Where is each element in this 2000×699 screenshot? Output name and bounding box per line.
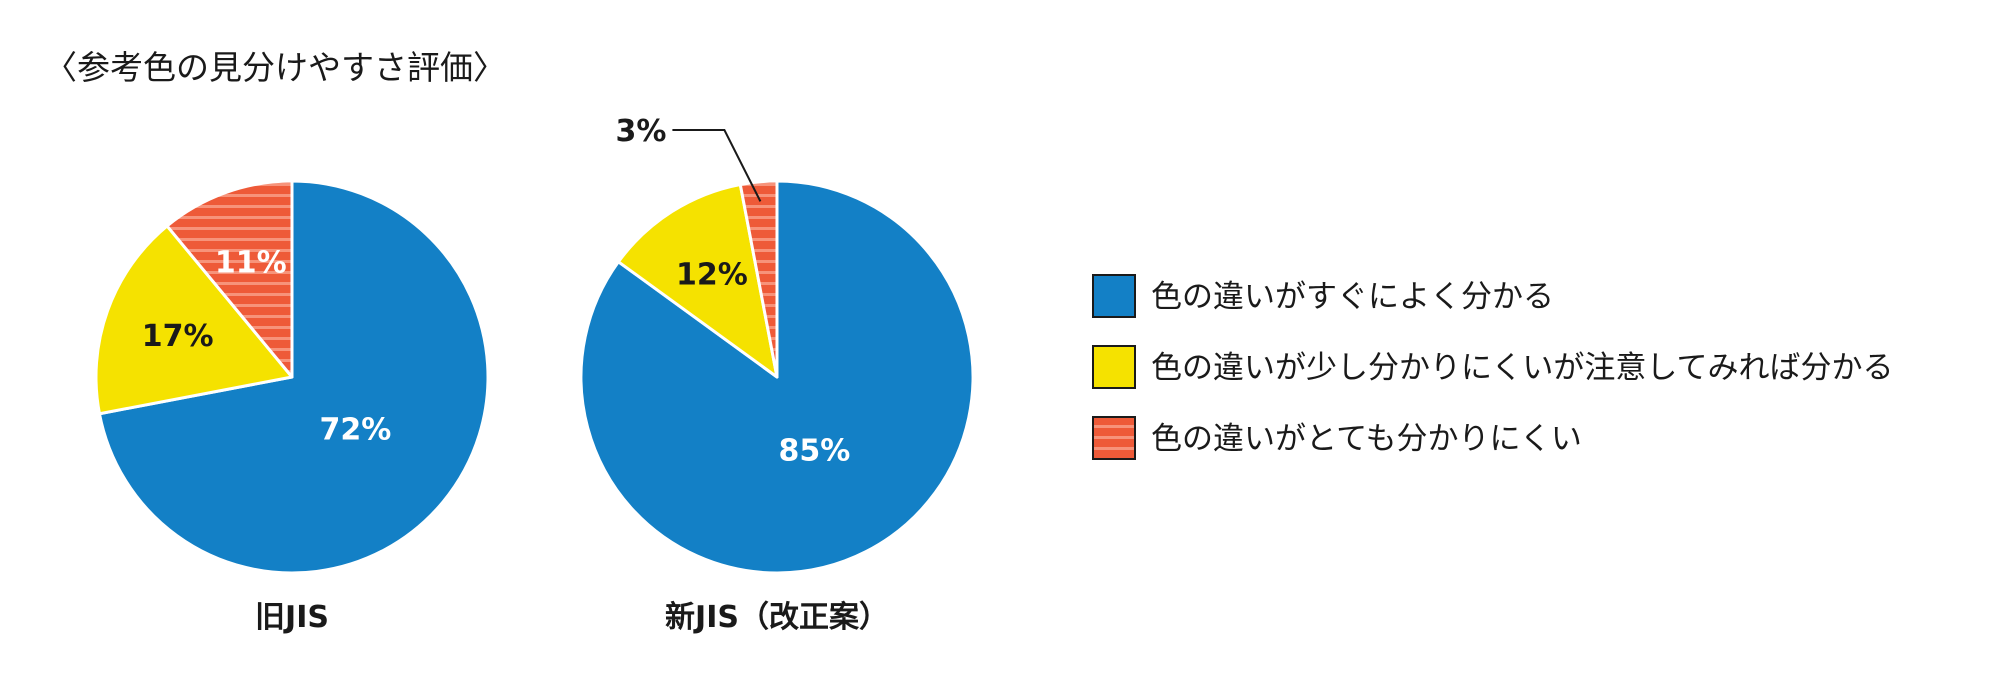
chart-caption: 旧JIS [255,600,329,635]
legend-label: 色の違いがすぐによく分かる [1151,279,1554,315]
pie-slice [97,179,490,575]
legend-swatch [1092,416,1136,460]
pie-slice [94,224,294,416]
legend-item: 色の違いがすぐによく分かる [1092,274,1554,318]
slice-label: 17% [142,319,214,354]
legend-swatch [1092,274,1136,318]
legend-item: 色の違いがとても分かりにくい [1092,416,1582,460]
slice-label: 3% [615,114,666,149]
legend-item: 色の違いが少し分かりにくいが注意してみれば分かる [1092,345,1893,389]
pie-slice [616,182,779,379]
slice-label: 72% [320,412,392,447]
pie-chart-1: 72% 17% 11% 旧JIS [94,179,490,635]
pie-chart-2: 85% 12% 3% 新JIS（改正案） [579,114,975,635]
pie-slice [738,179,779,379]
chart-title: 〈参考色の見分けやすさ評価〉 [44,48,506,87]
pie-slice [165,179,294,379]
chart-caption: 新JIS（改正案） [665,600,889,635]
callout-leader-line [672,129,762,202]
slice-label: 11% [215,246,287,281]
legend-swatch [1092,345,1136,389]
slice-label: 12% [676,257,748,292]
legend-label: 色の違いが少し分かりにくいが注意してみれば分かる [1151,350,1893,386]
legend: 色の違いがすぐによく分かる色の違いが少し分かりにくいが注意してみれば分かる色の違… [1092,274,1893,460]
pies-layer: 72% 17% 11% 旧JIS 85% 12% 3% 新JIS（改正案） [94,114,975,635]
legend-label: 色の違いがとても分かりにくい [1151,421,1582,457]
slice-label: 85% [778,433,850,468]
